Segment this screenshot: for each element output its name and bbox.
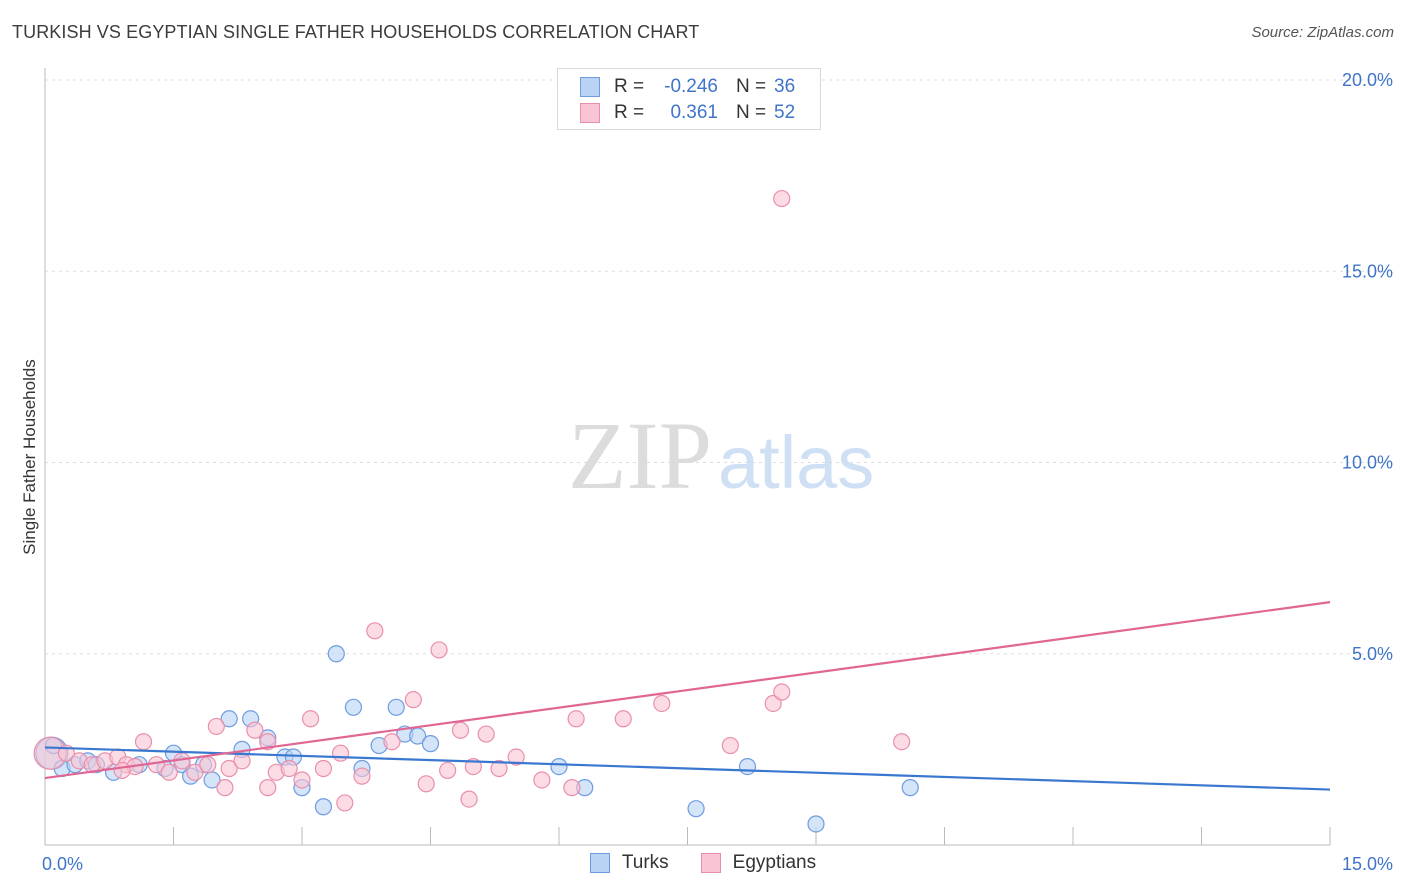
- data-points: [33, 189, 919, 833]
- point-turks: [738, 757, 757, 776]
- y-tick-label: 5.0%: [1352, 644, 1393, 664]
- point-egyptians: [160, 763, 178, 781]
- point-egyptians: [773, 189, 791, 208]
- watermark-zip: ZIP: [568, 402, 712, 509]
- y-tick-label: 20.0%: [1342, 70, 1393, 90]
- point-egyptians: [451, 721, 470, 739]
- point-egyptians: [353, 767, 371, 785]
- point-egyptians: [259, 733, 277, 751]
- point-egyptians: [220, 759, 238, 778]
- watermark: ZIP atlas: [568, 402, 874, 509]
- legend-label-turks: Turks: [621, 852, 669, 873]
- legend-swatch-egyptians: [700, 853, 721, 873]
- point-turks: [550, 757, 568, 776]
- point-egyptians: [404, 691, 422, 709]
- tick-labels: 5.0% 10.0% 15.0% 20.0% 0.0% 15.0% Single Fathe…: [20, 70, 1393, 874]
- x-tick-label: 0.0%: [42, 854, 83, 874]
- y-tick-label: 15.0%: [1342, 261, 1393, 281]
- point-egyptians: [567, 710, 585, 728]
- point-turks: [687, 800, 705, 818]
- trend-line-egyptians: [44, 601, 1331, 780]
- legend-item-turks[interactable]: Turks: [589, 852, 669, 874]
- legend-row-egyptians: R = 0.361 N = 52: [580, 101, 795, 125]
- source-label: Source: ZipAtlas.com: [1251, 24, 1394, 41]
- point-egyptians: [893, 733, 911, 751]
- series-legend: Turks Egyptians: [0, 852, 1406, 874]
- point-egyptians: [314, 759, 333, 778]
- legend-n-value: 36: [774, 76, 796, 97]
- point-egyptians: [563, 779, 581, 797]
- trend-line-turks: [44, 746, 1331, 791]
- point-egyptians: [186, 763, 204, 781]
- point-egyptians: [134, 733, 153, 751]
- point-egyptians: [280, 759, 298, 778]
- point-turks: [314, 798, 333, 816]
- point-egyptians: [336, 794, 354, 812]
- legend-item-egyptians[interactable]: Egyptians: [700, 852, 817, 874]
- point-turks: [327, 645, 345, 663]
- point-egyptians: [417, 775, 435, 793]
- point-egyptians: [653, 694, 671, 713]
- legend-label-egyptians: Egyptians: [732, 852, 817, 873]
- point-egyptians: [460, 790, 478, 808]
- legend-swatch-turks: [580, 77, 600, 97]
- point-egyptians: [259, 779, 277, 797]
- legend-r-value: -0.246: [664, 76, 718, 97]
- legend-swatch-turks: [589, 853, 610, 873]
- stats-legend: R = -0.246 N = 36 R = 0.361 N = 52: [557, 68, 821, 130]
- point-turks: [807, 815, 825, 833]
- point-egyptians: [430, 641, 448, 659]
- point-turks: [387, 698, 405, 716]
- point-egyptians: [533, 771, 551, 789]
- point-egyptians: [233, 752, 251, 770]
- axes: [44, 68, 1331, 846]
- point-egyptians: [113, 761, 131, 780]
- legend-n-label: N =: [736, 76, 767, 97]
- legend-n-label: N =: [736, 102, 767, 123]
- legend-r-value: 0.361: [670, 102, 718, 123]
- point-egyptians: [366, 622, 384, 640]
- point-egyptians: [331, 744, 350, 762]
- point-egyptians: [507, 748, 525, 766]
- point-egyptians: [246, 721, 264, 739]
- point-egyptians: [490, 759, 508, 778]
- legend-swatch-egyptians: [580, 103, 600, 123]
- y-axis-label: Single Father Households: [20, 359, 39, 555]
- legend-r-label: R =: [614, 102, 645, 123]
- point-egyptians: [773, 683, 791, 701]
- legend-row-turks: R = -0.246 N = 36: [580, 75, 795, 99]
- point-egyptians: [383, 733, 401, 751]
- legend-n-value: 52: [774, 102, 796, 123]
- point-egyptians: [477, 725, 495, 743]
- trend-lines: [44, 601, 1331, 791]
- point-egyptians: [216, 779, 234, 797]
- point-egyptians: [293, 771, 311, 789]
- grid-lines: [45, 79, 1390, 655]
- x-tick-label: 15.0%: [1342, 854, 1393, 874]
- point-egyptians: [301, 710, 320, 728]
- point-egyptians: [199, 756, 217, 774]
- y-tick-label: 10.0%: [1342, 453, 1393, 473]
- point-turks: [344, 698, 362, 716]
- legend-r-label: R =: [614, 76, 645, 97]
- point-egyptians: [614, 710, 632, 728]
- point-egyptians: [439, 761, 457, 780]
- point-egyptians: [764, 694, 782, 713]
- chart-title: TURKISH VS EGYPTIAN SINGLE FATHER HOUSEH…: [12, 22, 700, 42]
- point-egyptians: [721, 736, 739, 755]
- point-turks: [901, 779, 919, 797]
- point-turks: [220, 710, 238, 728]
- point-egyptians: [207, 717, 225, 736]
- point-turks: [421, 735, 440, 753]
